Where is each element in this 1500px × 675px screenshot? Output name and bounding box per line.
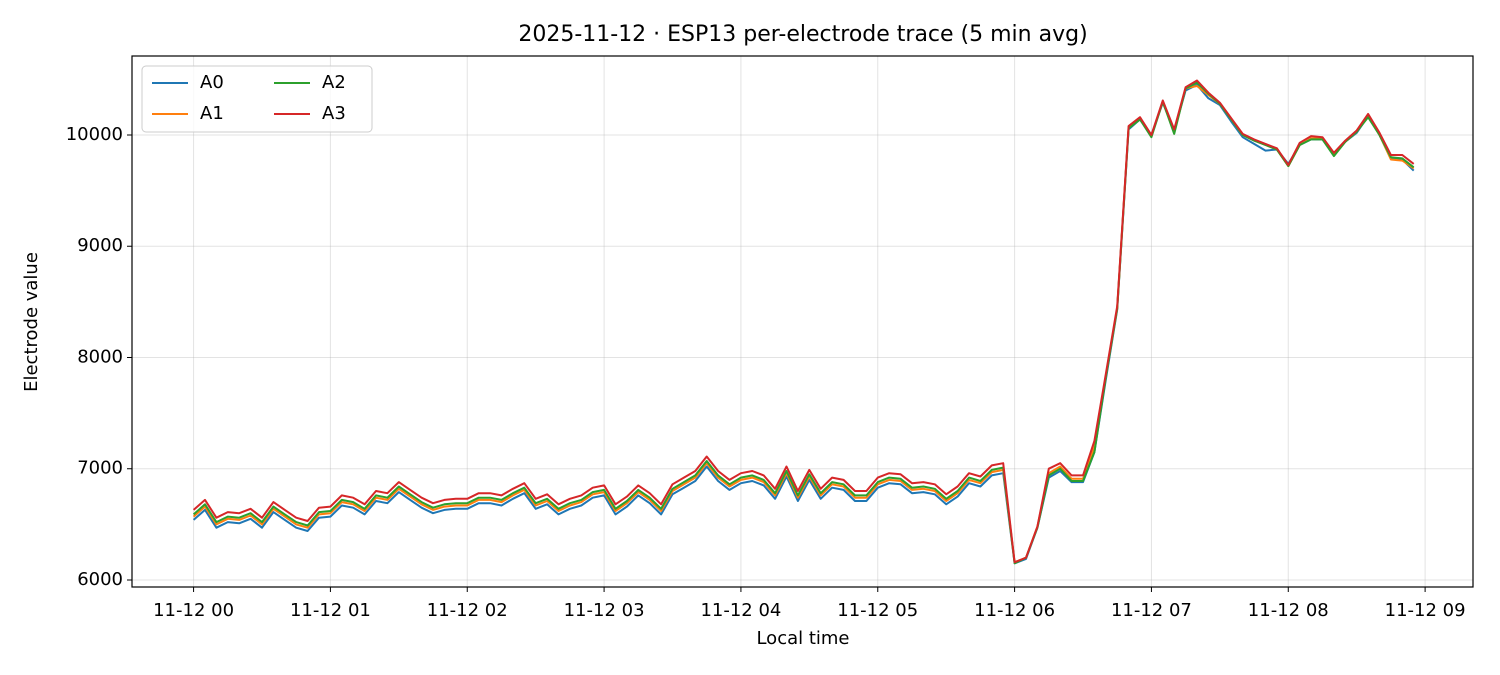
x-tick-label: 11-12 07 [1111, 600, 1192, 621]
x-axis-label: Local time [756, 628, 849, 649]
x-tick-label: 11-12 01 [290, 600, 371, 621]
y-axis-label: Electrode value [21, 252, 42, 392]
x-tick-label: 11-12 03 [564, 600, 645, 621]
x-tick-label: 11-12 04 [700, 600, 781, 621]
legend: A0 A1 A2 A3 [141, 65, 373, 133]
legend-box [141, 65, 373, 133]
legend-label: A1 [200, 103, 224, 124]
x-tick-label: 11-12 00 [153, 600, 234, 621]
plot-frame [131, 55, 1474, 588]
x-tick-label: 11-12 06 [974, 600, 1055, 621]
x-tick-label: 11-12 02 [427, 600, 508, 621]
chart-title: 2025-11-12 · ESP13 per-electrode trace (… [518, 22, 1087, 47]
y-tick-label: 8000 [77, 346, 123, 367]
legend-label: A0 [200, 72, 224, 93]
y-tick-label: 9000 [77, 235, 123, 256]
series-line [192, 83, 1415, 565]
x-tick-label: 11-12 05 [837, 600, 918, 621]
y-tick-label: 7000 [77, 458, 123, 479]
legend-label: A2 [322, 72, 346, 93]
y-tick-label: 6000 [77, 569, 123, 590]
x-tick-label: 11-12 08 [1248, 600, 1329, 621]
x-tick-label: 11-12 09 [1385, 600, 1466, 621]
legend-label: A3 [322, 103, 346, 124]
y-tick-label: 10000 [66, 124, 123, 145]
series-line [192, 79, 1415, 564]
